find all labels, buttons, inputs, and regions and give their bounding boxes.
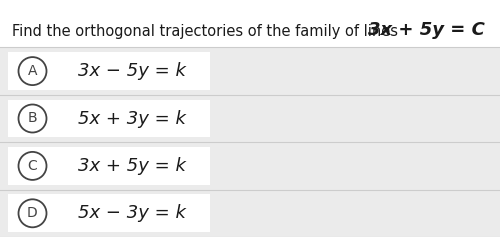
Text: C: C — [28, 159, 38, 173]
Bar — [8, 194, 210, 232]
Bar — [8, 52, 210, 90]
Text: A: A — [28, 64, 37, 78]
Text: 3x + 5y = C: 3x + 5y = C — [368, 21, 484, 39]
Bar — [8, 100, 210, 137]
Text: 3x + 5y = k: 3x + 5y = k — [78, 157, 186, 175]
Text: D: D — [27, 206, 38, 220]
Bar — [8, 147, 210, 185]
Text: 3x − 5y = k: 3x − 5y = k — [78, 62, 186, 80]
Bar — [0, 47, 500, 95]
Bar — [0, 95, 500, 142]
Text: 5x + 3y = k: 5x + 3y = k — [78, 109, 186, 128]
Text: Find the orthogonal trajectories of the family of lines: Find the orthogonal trajectories of the … — [12, 24, 403, 40]
Bar — [0, 142, 500, 190]
Bar — [0, 190, 500, 237]
Text: 5x − 3y = k: 5x − 3y = k — [78, 204, 186, 222]
Text: B: B — [28, 111, 38, 126]
